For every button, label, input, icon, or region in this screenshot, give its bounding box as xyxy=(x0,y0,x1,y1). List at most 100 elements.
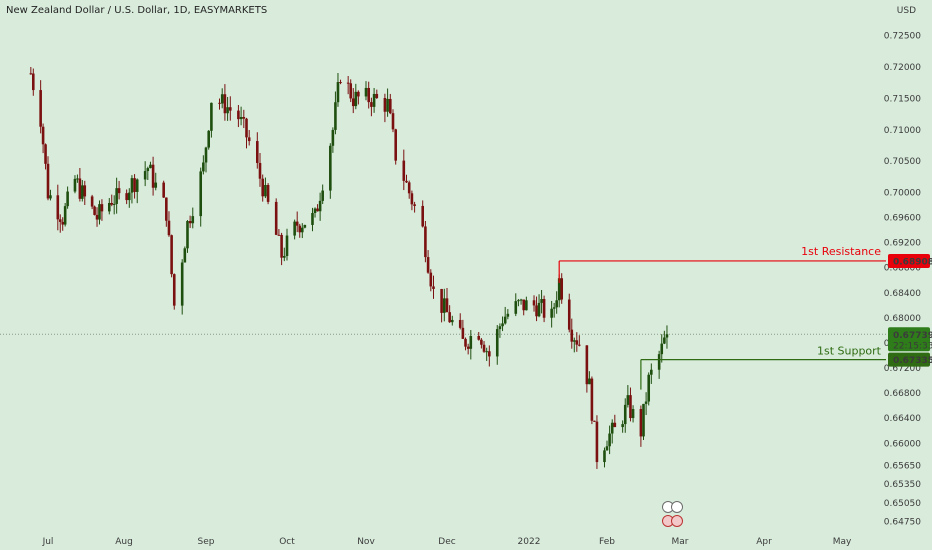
candle-body xyxy=(495,329,499,357)
candle-body xyxy=(149,164,152,169)
resistance-price-tag xyxy=(888,253,930,268)
price-tick-label: 0.66800 xyxy=(884,389,921,399)
candle-body xyxy=(535,305,538,317)
candle-body xyxy=(501,323,504,327)
candle-body xyxy=(78,178,82,199)
candle-body xyxy=(66,191,69,207)
candle-body xyxy=(300,227,304,233)
candle-body xyxy=(76,178,79,180)
candle-body xyxy=(151,164,155,188)
candle-body xyxy=(199,171,203,217)
candle-body xyxy=(183,248,187,263)
candle-body xyxy=(210,102,213,131)
price-tick-label: 0.66000 xyxy=(884,439,921,449)
candle-body xyxy=(277,234,281,236)
candle-body xyxy=(370,102,373,107)
time-tick-label: May xyxy=(833,537,852,547)
candle-body xyxy=(41,126,45,145)
candle-body xyxy=(135,179,139,192)
candle-body xyxy=(657,354,661,370)
time-tick-label: Apr xyxy=(756,537,772,547)
candle-body xyxy=(383,97,387,112)
economic-events-icon[interactable] xyxy=(662,501,683,527)
candle-body xyxy=(506,313,510,317)
price-tick-label: 0.66400 xyxy=(884,414,921,424)
candle-body xyxy=(49,195,52,199)
candle-body xyxy=(540,299,543,303)
candle-body xyxy=(180,262,184,306)
time-tick-label: Feb xyxy=(599,537,615,547)
candle-body xyxy=(372,93,376,107)
price-tick-label: 0.69200 xyxy=(884,239,921,249)
candle-body xyxy=(283,255,286,258)
price-tick-label: 0.68000 xyxy=(884,314,921,324)
candle-body xyxy=(334,102,337,130)
candle-body xyxy=(258,162,262,179)
candle-body xyxy=(172,274,176,306)
candle-body xyxy=(557,278,561,301)
candle-body xyxy=(375,93,379,98)
time-axis[interactable]: Jul Aug Sep Oct Nov Dec 2022 Feb Mar Apr May xyxy=(42,537,852,547)
candle-body xyxy=(525,300,528,311)
candle-body xyxy=(351,98,355,107)
candle-body xyxy=(61,221,65,225)
candle-body xyxy=(644,401,648,404)
support-price: 0.67335 xyxy=(893,356,932,366)
candle-body xyxy=(313,208,317,213)
price-tick-label: 0.72500 xyxy=(884,32,921,42)
candle-body xyxy=(274,201,278,235)
candles xyxy=(29,66,669,469)
candle-body xyxy=(575,340,579,345)
candle-body xyxy=(202,162,205,172)
candle-body xyxy=(125,193,128,201)
price-tick-label: 0.69600 xyxy=(884,214,921,224)
candle-body xyxy=(316,208,319,212)
candle-body xyxy=(567,299,571,330)
candle-body xyxy=(229,107,232,111)
time-tick-label: Sep xyxy=(198,537,215,547)
candle-body xyxy=(461,327,465,339)
candle-body xyxy=(413,204,416,206)
candle-body xyxy=(264,184,267,197)
candle-body xyxy=(346,82,350,84)
candle-body xyxy=(357,91,360,97)
candle-body xyxy=(31,73,35,91)
candle-body xyxy=(407,182,411,194)
candle-body xyxy=(165,197,168,221)
candle-body xyxy=(107,202,111,212)
candle-body xyxy=(560,278,564,300)
candle-body xyxy=(469,335,473,349)
candle-body xyxy=(595,421,599,463)
currency-label: USD xyxy=(897,6,916,16)
candle-body xyxy=(46,163,50,199)
price-axis[interactable]: 0.72500 0.72000 0.71500 0.71000 0.70500 0.700… xyxy=(884,32,921,528)
candle-body xyxy=(170,235,173,275)
candle-body xyxy=(665,334,669,338)
candle-body xyxy=(570,329,574,342)
price-tick-label: 0.71500 xyxy=(884,94,921,104)
event-flag-icon[interactable] xyxy=(671,515,683,527)
candle-body xyxy=(117,188,121,194)
price-tick-label: 0.70500 xyxy=(884,157,921,167)
time-tick-label: Mar xyxy=(672,537,689,547)
event-flag-icon[interactable] xyxy=(671,501,683,513)
candle-body xyxy=(367,87,370,103)
candle-body xyxy=(256,141,259,163)
candle-body xyxy=(498,326,502,330)
candle-body xyxy=(522,299,526,311)
candle-body xyxy=(585,345,589,385)
candle-body xyxy=(293,221,296,236)
levels xyxy=(558,260,886,390)
candle-body xyxy=(220,94,224,104)
candle-body xyxy=(443,298,446,313)
candle-body xyxy=(321,190,324,201)
candle-body xyxy=(167,220,171,236)
candle-body xyxy=(143,171,147,180)
candle-body xyxy=(207,130,210,148)
candle-body xyxy=(410,193,414,205)
candle-body xyxy=(339,82,342,84)
candle-body xyxy=(295,221,299,226)
candle-body xyxy=(130,178,134,193)
candle-body xyxy=(488,351,491,357)
